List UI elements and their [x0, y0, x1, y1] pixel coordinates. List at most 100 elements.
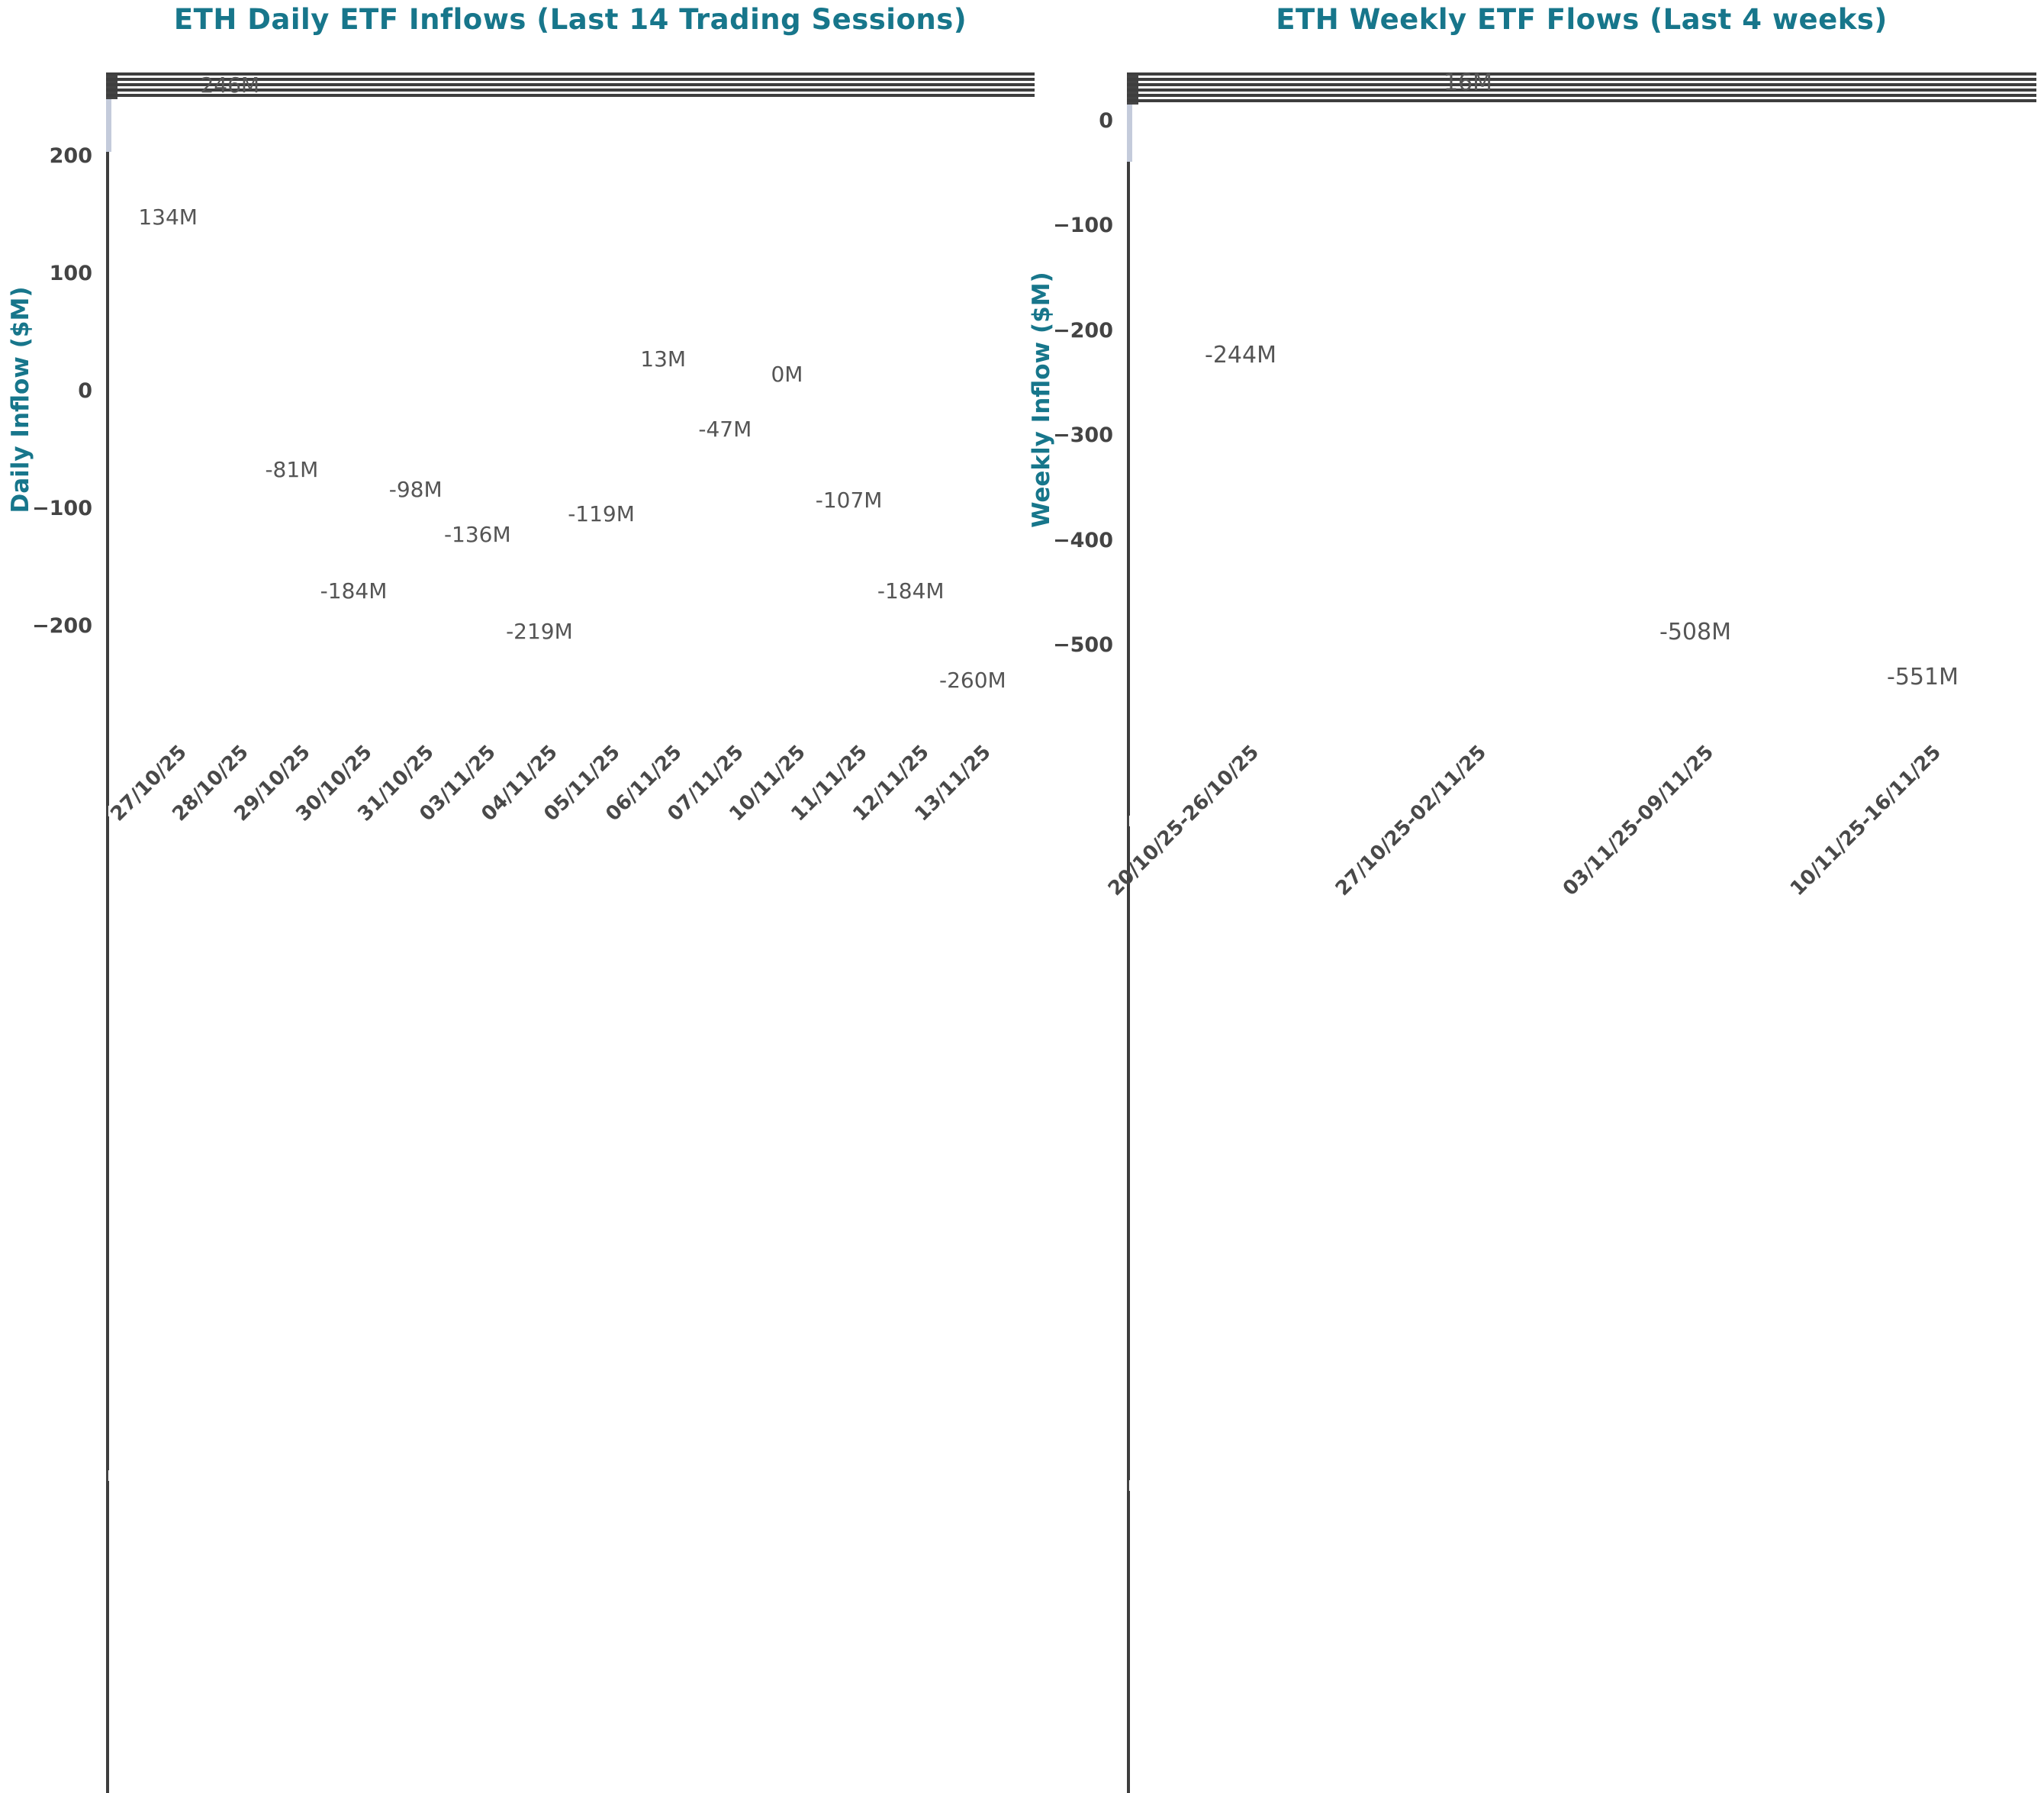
- y-major-tick: [106, 97, 117, 99]
- bar-value-label: -244M: [1205, 342, 1276, 369]
- bar-value-label: -98M: [388, 477, 443, 503]
- grid-line-vertical: [1127, 162, 1130, 816]
- y-minor-tick: [106, 150, 111, 152]
- y-tick-label: −300: [1053, 423, 1113, 447]
- bar-value-label: -219M: [506, 619, 573, 645]
- x-tick-label: 03/11/25-09/11/25: [1558, 741, 1719, 901]
- y-minor-tick: [1127, 121, 1132, 123]
- y-minor-tick: [106, 106, 111, 108]
- plot-area: 200 100 0 −100 −200 134M 246M -81M -184M -98M -136…: [32, 72, 1035, 1793]
- y-minor-tick: [106, 124, 111, 127]
- y-major-tick: [1127, 86, 1138, 89]
- y-minor-tick: [106, 145, 111, 147]
- y-minor-tick: [106, 136, 111, 138]
- x-tick-label: 10/11/25-16/11/25: [1785, 741, 1946, 901]
- y-major-tick: [106, 81, 117, 83]
- y-minor-tick: [106, 122, 111, 124]
- y-tick-label: −200: [32, 614, 92, 639]
- bar-value-label: -47M: [698, 417, 752, 443]
- y-tick-label: −200: [1053, 318, 1113, 343]
- grid-line-horizontal: [1127, 78, 2036, 81]
- y-minor-tick: [106, 99, 111, 101]
- y-minor-tick: [1127, 153, 1132, 155]
- y-minor-tick: [1127, 159, 1132, 162]
- y-minor-tick: [1127, 132, 1132, 134]
- grid-line-horizontal: [1127, 83, 2036, 86]
- grid-line-vertical: [106, 152, 109, 806]
- y-major-tick: [1127, 97, 1138, 99]
- weekly-etf-flows-chart: ETH Weekly ETF Flows (Last 4 weeks) Week…: [1028, 0, 2036, 1793]
- y-minor-tick: [1127, 107, 1132, 109]
- grid-line-vertical: [106, 1481, 109, 1793]
- chart-title: ETH Daily ETF Inflows (Last 14 Trading S…: [173, 3, 967, 36]
- daily-etf-inflows-chart: ETH Daily ETF Inflows (Last 14 Trading S…: [7, 0, 1035, 1793]
- y-minor-tick: [1127, 109, 1132, 111]
- y-tick-label: −500: [1053, 633, 1113, 657]
- y-tick-label: −100: [32, 497, 92, 521]
- bar-value-label: 13M: [640, 346, 687, 372]
- y-tick-label: 200: [49, 143, 92, 168]
- y-minor-tick: [106, 120, 111, 122]
- y-tick-label: 0: [1099, 108, 1113, 133]
- y-minor-tick: [1127, 116, 1132, 118]
- y-major-tick: [1127, 92, 1138, 94]
- plot-area: 0 −100 −200 −300 −400 −500 -244M 16M -508M -551M 2…: [1053, 69, 2036, 1793]
- y-minor-tick: [1127, 150, 1132, 153]
- y-minor-tick: [106, 140, 111, 143]
- y-minor-tick: [1127, 118, 1132, 121]
- bar-value-label: -260M: [939, 667, 1006, 693]
- bar-value-label: -508M: [1659, 619, 1731, 645]
- y-minor-tick: [1127, 130, 1132, 132]
- y-minor-tick: [1127, 148, 1132, 150]
- y-tick-label: 0: [78, 379, 92, 403]
- bar-value-label: 0M: [771, 362, 803, 387]
- y-minor-tick: [106, 115, 111, 117]
- y-major-tick: [1127, 102, 1138, 105]
- grid-line-vertical: [1127, 826, 1130, 1480]
- bar-value-label: 16M: [1443, 69, 1493, 96]
- y-axis-label: Weekly Inflow ($M): [1028, 271, 1055, 528]
- y-minor-tick: [1127, 137, 1132, 139]
- y-minor-tick: [1127, 157, 1132, 159]
- y-minor-tick: [1127, 146, 1132, 148]
- grid-line-horizontal: [106, 83, 1035, 86]
- grid-line-horizontal: [1127, 72, 2036, 76]
- bar-value-label: -184M: [320, 578, 388, 604]
- bar-value-label: 134M: [138, 204, 198, 230]
- y-major-tick: [106, 76, 117, 78]
- x-major-tick: [1127, 816, 1129, 826]
- y-major-tick: [106, 86, 117, 89]
- grid-line-horizontal: [106, 89, 1035, 92]
- y-major-tick: [1127, 76, 1138, 78]
- grid-line-vertical: [1127, 1491, 1130, 1793]
- bar-value-label: -119M: [568, 501, 635, 527]
- grid-line-horizontal: [1127, 99, 2036, 102]
- grid-line-horizontal: [1127, 94, 2036, 97]
- y-minor-tick: [1127, 111, 1132, 114]
- y-major-tick: [1127, 81, 1138, 83]
- y-minor-tick: [106, 101, 111, 104]
- y-tick-label: 100: [49, 261, 92, 285]
- bar-value-label: -136M: [443, 521, 511, 547]
- y-minor-tick: [106, 143, 111, 145]
- y-minor-tick: [1127, 127, 1132, 130]
- y-minor-tick: [1127, 105, 1132, 107]
- y-minor-tick: [1127, 155, 1132, 157]
- y-minor-tick: [106, 111, 111, 113]
- y-minor-tick: [106, 147, 111, 150]
- y-tick-label: −400: [1053, 528, 1113, 552]
- chart-title: ETH Weekly ETF Flows (Last 4 weeks): [1276, 3, 1888, 36]
- bar-value-label: -184M: [877, 578, 945, 604]
- bar-value-label: -81M: [265, 456, 319, 482]
- y-minor-tick: [106, 127, 111, 129]
- y-minor-tick: [1127, 134, 1132, 137]
- y-minor-tick: [106, 129, 111, 131]
- y-minor-tick: [106, 134, 111, 136]
- x-major-tick: [106, 806, 108, 816]
- y-minor-tick: [1127, 123, 1132, 125]
- y-minor-tick: [1127, 141, 1132, 143]
- grid-line-horizontal: [1127, 89, 2036, 92]
- bar-value-label: 246M: [200, 72, 260, 98]
- y-minor-tick: [106, 104, 111, 106]
